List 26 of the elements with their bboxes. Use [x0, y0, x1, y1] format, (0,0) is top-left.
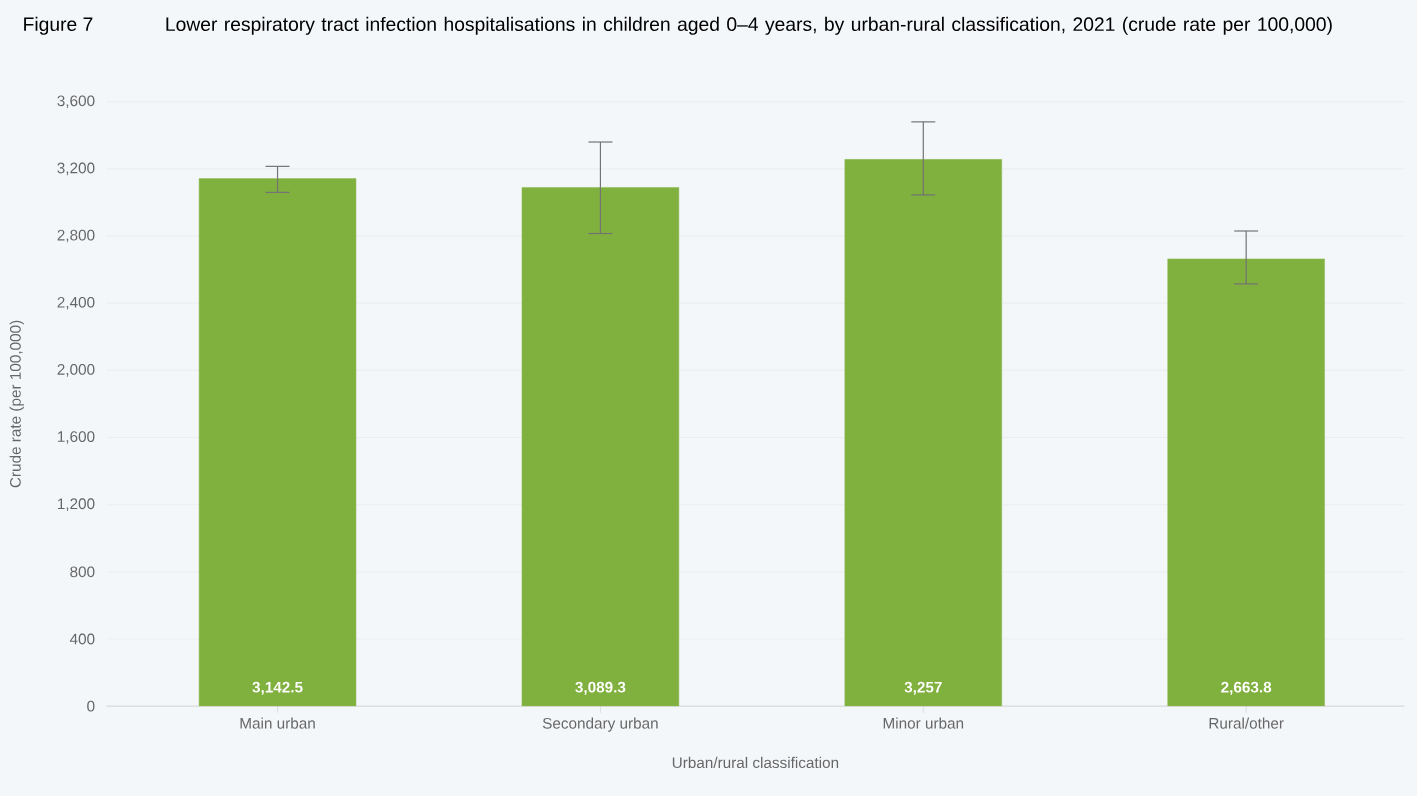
y-tick-label: 1,200 [57, 498, 95, 512]
data-label: 2,663.8 [1221, 681, 1272, 695]
y-axis-title: Crude rate (per 100,000) [9, 320, 24, 488]
y-tick-label: 2,000 [57, 364, 95, 377]
bar [844, 159, 1003, 707]
data-label: 3,257 [904, 681, 942, 695]
y-tick-label: 3,600 [57, 95, 95, 109]
x-axis-title: Urban/rural classification [672, 756, 839, 769]
y-tick-label: 3,200 [57, 162, 95, 176]
chart-subtitle: Lower respiratory tract infection hospitalisations in children aged 0–4 years, by urban-rural classification, 2021 (crude rate per 100,000) [166, 16, 1332, 35]
y-tick-label: 1,600 [57, 431, 95, 444]
x-tick-label: Rural/other [1209, 717, 1284, 729]
y-tick-label: 0 [87, 700, 95, 712]
bar [1167, 258, 1325, 707]
x-tick-label: Minor urban [883, 717, 964, 729]
x-tick-label: Secondary urban [542, 717, 658, 732]
bar [521, 187, 680, 707]
data-label: 3,089.3 [575, 681, 626, 695]
y-tick-label: 400 [69, 633, 95, 645]
y-tick-label: 800 [70, 566, 95, 578]
chart-title: Figure 7 [24, 16, 93, 35]
x-tick-label: Main urban [240, 717, 315, 729]
bar [198, 178, 357, 707]
data-label: 3,142.5 [252, 681, 303, 695]
y-tick-label: 2,400 [57, 296, 95, 310]
y-tick-label: 2,800 [57, 229, 95, 243]
